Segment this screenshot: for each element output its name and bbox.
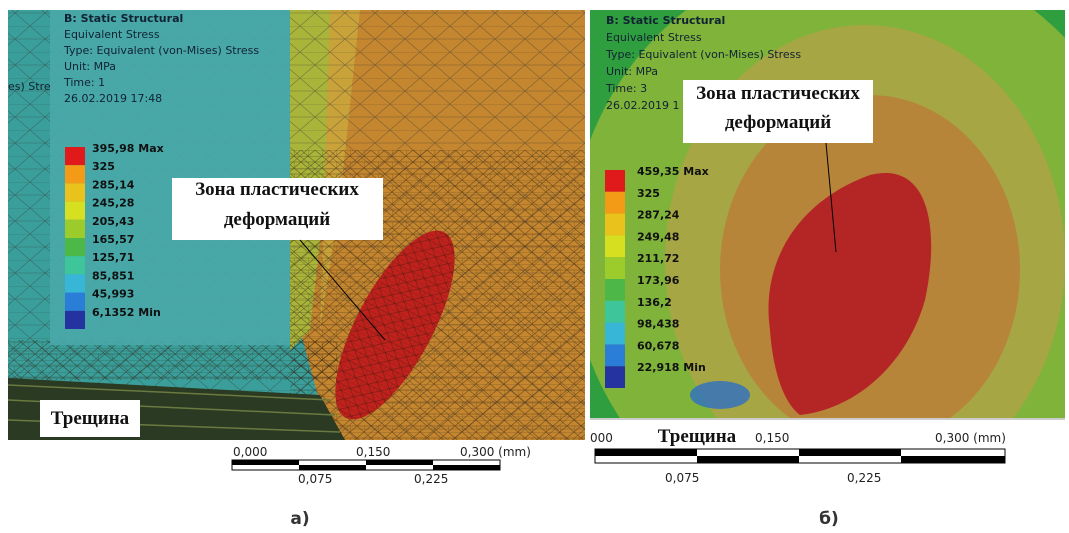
legend-label: 60,678 [637, 339, 679, 352]
legend-swatch [65, 183, 85, 201]
legend-swatch [605, 366, 625, 388]
header-line: Unit: MPa [606, 65, 658, 78]
legend-label: 245,28 [92, 197, 134, 210]
legend-label: 395,98 Max [92, 142, 164, 155]
header-line: B: Static Structural [606, 14, 725, 27]
scale-label: 0,150 [356, 445, 390, 459]
header-line: 26.02.2019 17:48 [64, 92, 162, 105]
legend-swatch [65, 202, 85, 220]
legend-swatch [65, 238, 85, 256]
figure: B: Static Structural Equivalent Stress Typ… [0, 0, 1069, 533]
annotation: деформаций [224, 209, 330, 230]
legend-label: 6,1352 Min [92, 306, 161, 319]
header-line: Time: 1 [63, 76, 105, 89]
legend-swatch [605, 301, 625, 323]
legend-swatch [605, 323, 625, 345]
legend-label: 211,72 [637, 252, 679, 265]
legend-label: 45,993 [92, 288, 134, 301]
scalebar-left [232, 460, 500, 470]
header-line: Equivalent Stress [64, 28, 160, 41]
scale-label: 0,000 [233, 445, 267, 459]
legend-swatch [605, 235, 625, 257]
legend-label: 22,918 Min [637, 361, 706, 374]
legend-label: 85,851 [92, 269, 134, 282]
crack-label: Трещина [51, 408, 130, 429]
scale-label: 0,075 [665, 471, 699, 485]
legend-label: 325 [92, 160, 115, 173]
legend-label: 165,57 [92, 233, 134, 246]
legend-label: 136,2 [637, 296, 672, 309]
scale-label: 0,300 (mm) [935, 431, 1006, 445]
annotation: деформаций [725, 112, 831, 133]
header-line: B: Static Structural [64, 12, 183, 25]
legend-swatch [65, 147, 85, 165]
header-line: Type: Equivalent (von-Mises) Stress [63, 44, 259, 57]
legend-swatch [65, 165, 85, 183]
scale-label: 0,225 [847, 471, 881, 485]
caption: б) [819, 509, 839, 529]
scale-label: 0,075 [298, 472, 332, 486]
crack-label: Трещина [658, 426, 737, 447]
scale-label: 0,150 [755, 431, 789, 445]
legend-swatch [605, 279, 625, 301]
header-line: Unit: MPa [64, 60, 116, 73]
caption: а) [290, 509, 309, 529]
scale-label: 000 [590, 431, 613, 445]
legend-label: 173,96 [637, 274, 680, 287]
legend-swatch [605, 214, 625, 236]
legend-label: 285,14 [92, 178, 135, 191]
scale-label: 0,300 (mm) [460, 445, 531, 459]
scalebar-right [595, 449, 1005, 463]
legend-swatch [65, 256, 85, 274]
header-line: Equivalent Stress [606, 31, 702, 44]
legend-label: 287,24 [637, 209, 680, 222]
legend-swatch [65, 293, 85, 311]
annotation: Зона пластических [195, 179, 359, 200]
legend-label: 125,71 [92, 251, 134, 264]
legend-label: 98,438 [637, 318, 679, 331]
legend-label: 459,35 Max [637, 165, 709, 178]
scale-label: 0,225 [414, 472, 448, 486]
header-line: Type: Equivalent (von-Mises) Stress [605, 48, 801, 61]
legend-swatch [65, 220, 85, 238]
legend-swatch [65, 274, 85, 292]
legend-label: 325 [637, 187, 660, 200]
legend-label: 205,43 [92, 215, 134, 228]
legend-label: 249,48 [637, 230, 679, 243]
header-line: 26.02.2019 1 [606, 99, 679, 112]
header-line: Time: 3 [605, 82, 647, 95]
legend-swatch [605, 192, 625, 214]
legend-swatch [605, 344, 625, 366]
legend-swatch [605, 170, 625, 192]
legend-swatch [65, 311, 85, 329]
annotation: Зона пластических [696, 83, 860, 104]
side-fragment: es) Stre [8, 80, 51, 93]
legend-swatch [605, 257, 625, 279]
